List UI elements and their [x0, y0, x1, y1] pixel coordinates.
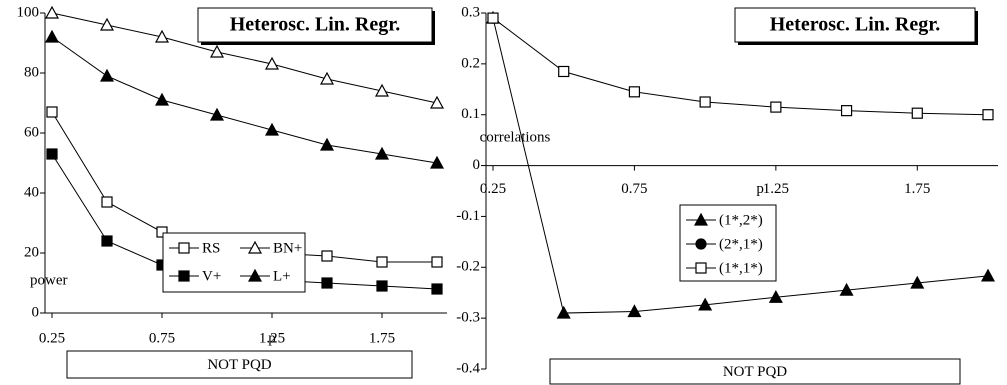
marker	[44, 29, 60, 43]
y-axis-label: correlations	[480, 129, 551, 145]
y-tick-label: 0.1	[461, 106, 480, 122]
x-axis-label: p	[756, 181, 764, 197]
marker	[910, 275, 925, 289]
marker	[982, 109, 994, 121]
marker	[321, 277, 333, 289]
legend-label: (1*,2*)	[719, 212, 763, 228]
series-line	[492, 17, 989, 314]
marker	[46, 106, 58, 118]
marker	[911, 107, 923, 119]
chart-title: Heterosc. Lin. Regr.	[770, 14, 941, 36]
legend-marker	[247, 240, 263, 254]
y-axis-label: power	[30, 272, 68, 288]
marker	[698, 297, 713, 311]
x-tick-label: 1.25	[763, 181, 789, 197]
x-tick-label: 1.75	[369, 330, 395, 346]
legend-marker	[178, 270, 190, 282]
marker	[431, 283, 443, 295]
x-tick-label: 1.25	[259, 330, 285, 346]
series-line	[492, 17, 989, 116]
marker	[156, 226, 168, 238]
marker	[209, 107, 225, 121]
y-tick-label: 80	[24, 64, 39, 80]
marker	[429, 155, 445, 169]
x-tick-label: 0.75	[149, 330, 175, 346]
marker	[628, 86, 641, 98]
marker	[376, 256, 388, 268]
y-tick-label: 0	[473, 157, 481, 173]
marker	[321, 250, 333, 262]
marker	[44, 5, 60, 19]
x-tick-label: 0.75	[621, 181, 647, 197]
y-tick-label: 0.2	[461, 55, 480, 71]
marker	[429, 95, 445, 109]
legend-marker	[693, 212, 709, 226]
legend-label: V+	[202, 268, 221, 284]
marker	[487, 12, 499, 24]
marker	[840, 105, 853, 117]
marker	[374, 83, 390, 97]
marker	[627, 304, 642, 318]
marker	[264, 122, 280, 136]
marker	[980, 268, 996, 282]
marker	[101, 196, 113, 208]
note-box	[549, 358, 961, 385]
marker	[431, 256, 443, 268]
legend-marker	[695, 238, 707, 250]
legend-marker	[247, 268, 263, 282]
title-box	[734, 7, 976, 43]
legend-marker	[178, 242, 190, 254]
y-tick-label: -0.1	[456, 208, 480, 224]
marker	[101, 235, 113, 247]
title-box	[197, 7, 433, 43]
marker	[264, 56, 280, 70]
marker	[319, 71, 335, 85]
series-line	[51, 12, 438, 104]
marker	[154, 92, 170, 106]
y-tick-label: 20	[24, 244, 39, 260]
marker	[839, 282, 854, 296]
marker	[46, 148, 58, 160]
marker	[99, 17, 115, 31]
x-tick-label: 1.75	[904, 181, 930, 197]
x-tick-label: 0.25	[39, 330, 65, 346]
y-tick-label: -0.2	[456, 259, 480, 275]
marker	[209, 44, 225, 58]
legend-marker	[695, 262, 707, 274]
marker	[154, 29, 170, 43]
y-tick-label: -0.3	[456, 310, 480, 326]
series-line	[51, 36, 438, 164]
legend-label: L+	[273, 268, 291, 284]
y-tick-label: 100	[17, 4, 40, 20]
marker	[699, 96, 711, 108]
note: NOT PQD	[723, 364, 787, 380]
legend-label: (2*,1*)	[719, 236, 763, 252]
legend-label: (1*,1*)	[719, 260, 763, 276]
marker	[374, 146, 390, 160]
y-tick-label: 0	[32, 304, 40, 320]
y-tick-label: -0.4	[456, 360, 480, 376]
legend-label: BN+	[273, 240, 302, 256]
chart-title: Heterosc. Lin. Regr.	[230, 14, 401, 36]
marker	[768, 290, 783, 303]
y-tick-label: 40	[24, 184, 39, 200]
marker	[558, 65, 570, 78]
note: NOT PQD	[207, 357, 271, 373]
marker	[556, 305, 571, 319]
y-tick-label: 60	[24, 124, 39, 140]
legend-label: RS	[202, 240, 220, 256]
marker	[376, 280, 388, 292]
marker	[99, 68, 115, 82]
x-axis-label: p	[268, 330, 276, 346]
note-box	[66, 350, 413, 379]
y-tick-label: 0.3	[461, 4, 480, 20]
x-tick-label: 0.25	[480, 181, 506, 197]
marker	[770, 101, 782, 113]
marker	[319, 137, 335, 151]
